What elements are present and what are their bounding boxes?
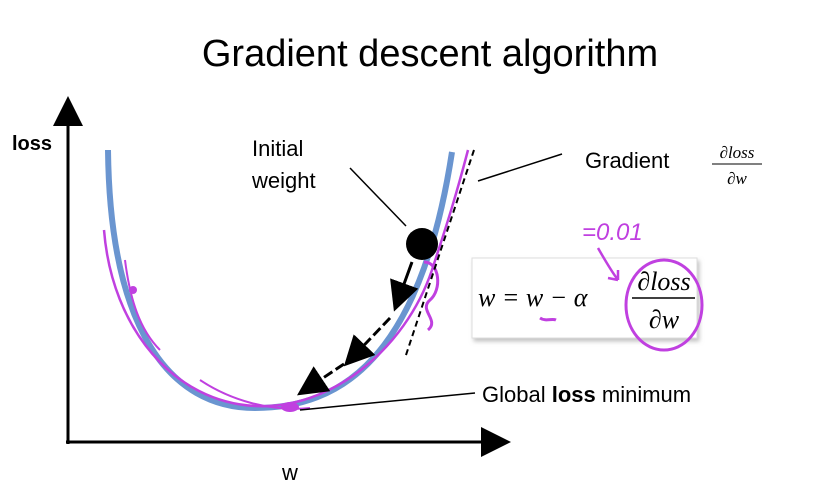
scribble-dot	[281, 402, 299, 412]
tangent	[404, 149, 475, 359]
y-axis-label: loss	[12, 133, 52, 155]
gradient-numerator: ∂loss	[720, 143, 755, 162]
scribble	[539, 316, 557, 322]
minimum-suffix: minimum	[602, 382, 691, 407]
step-arrow	[297, 362, 345, 396]
pointer	[299, 392, 476, 411]
handwritten-note: =0.01	[582, 219, 643, 246]
formula-denominator: ∂w	[649, 305, 680, 334]
gradient-denominator: ∂w	[727, 169, 747, 188]
scribble-arrow	[596, 247, 620, 282]
gradient-label: Gradient	[585, 148, 669, 173]
formula-lhs: w = w − α	[478, 283, 589, 312]
minimum-prefix: Global	[482, 382, 546, 407]
scribble	[102, 149, 470, 408]
initial-weight-label: weight	[251, 168, 316, 193]
initial-weight-ball	[406, 228, 438, 260]
minimum-label: Global loss minimum	[482, 382, 691, 407]
scribble-dot	[129, 286, 137, 294]
initial-weight-label: Initial	[252, 136, 303, 161]
scribble	[124, 259, 311, 410]
formula-numerator: ∂loss	[637, 267, 690, 296]
scribble-circle	[624, 258, 704, 352]
title: Gradient descent algorithm	[202, 33, 658, 75]
step-arrow	[390, 261, 419, 312]
minimum-bold: loss	[552, 382, 596, 407]
x-axis-label: w	[281, 460, 298, 485]
pointer	[477, 153, 563, 182]
step-arrow	[343, 316, 392, 367]
pointer	[349, 167, 407, 227]
